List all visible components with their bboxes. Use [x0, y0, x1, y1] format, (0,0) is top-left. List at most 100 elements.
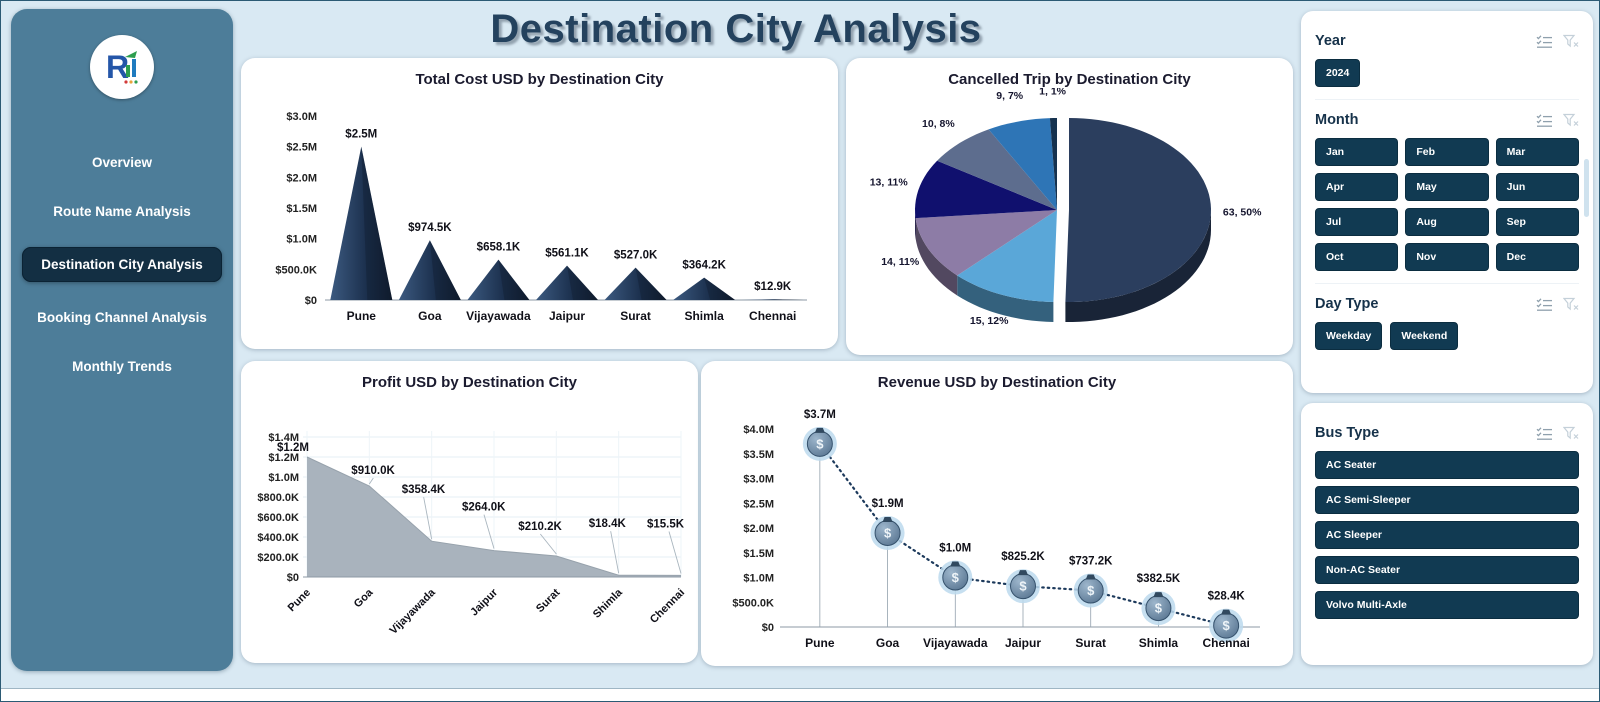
svg-text:$2.0M: $2.0M [286, 172, 317, 184]
slicer-year-label: Year [1315, 33, 1346, 49]
month-option-dec[interactable]: Dec [1495, 243, 1579, 271]
svg-text:$358.4K: $358.4K [402, 484, 446, 496]
svg-text:Jaipur: Jaipur [549, 309, 585, 323]
svg-text:Shimla: Shimla [1139, 636, 1179, 650]
clear-filter-icon[interactable] [1563, 34, 1579, 49]
day-type-option-weekday[interactable]: Weekday [1315, 322, 1383, 350]
clear-filter-icon[interactable] [1563, 113, 1579, 128]
filter-panel-bottom: Bus Type AC Seater AC Semi-Sle [1301, 403, 1593, 665]
bus-type-option-ac-sleeper[interactable]: AC Sleeper [1315, 521, 1579, 549]
month-option-nov[interactable]: Nov [1405, 243, 1489, 271]
sidebar-item-overview[interactable]: Overview [91, 155, 153, 170]
svg-text:10, 8%: 10, 8% [922, 118, 955, 130]
bus-type-option-ac-semi-sleeper[interactable]: AC Semi-Sleeper [1315, 486, 1579, 514]
sidebar-item-route-name-analysis[interactable]: Route Name Analysis [53, 204, 191, 219]
svg-text:Jaipur: Jaipur [1005, 636, 1041, 650]
filter-panel-top: Year 2024 [1301, 11, 1593, 393]
chart-title-profit: Profit USD by Destination City [361, 374, 578, 391]
card-revenue: Revenue USD by Destination City $0 $500.0… [701, 361, 1293, 666]
svg-text:Vijayawada: Vijayawada [466, 309, 531, 323]
svg-text:$1.0M: $1.0M [939, 543, 971, 555]
sidebar-item-booking-channel-analysis[interactable]: Booking Channel Analysis [37, 310, 207, 325]
svg-text:$4.0M: $4.0M [743, 424, 774, 436]
month-option-jun[interactable]: Jun [1495, 173, 1579, 201]
sidebar-item-destination-city-analysis[interactable]: Destination City Analysis [22, 247, 222, 282]
svg-text:$2.5M: $2.5M [743, 498, 774, 510]
svg-text:$1.0M: $1.0M [268, 472, 299, 484]
total-cost-chart[interactable]: $0 $500.0K $1.0M $1.5M $2.0M $2.5M $3.0M $2.5M P… [247, 88, 832, 343]
svg-text:$1.0M: $1.0M [743, 573, 774, 585]
bus-type-option-non-ac-seater[interactable]: Non-AC Seater [1315, 556, 1579, 584]
svg-text:63, 50%: 63, 50% [1223, 207, 1262, 219]
svg-text:15, 12%: 15, 12% [970, 315, 1009, 327]
svg-text:$2.0M: $2.0M [743, 523, 774, 535]
day-type-option-weekend[interactable]: Weekend [1390, 322, 1459, 350]
slicer-bus-type: Bus Type AC Seater AC Semi-Sle [1315, 413, 1579, 631]
svg-text:$382.5K: $382.5K [1137, 573, 1181, 585]
svg-text:$974.5K: $974.5K [408, 222, 452, 234]
svg-text:Chennai: Chennai [1202, 636, 1249, 650]
svg-text:Chennai: Chennai [749, 309, 796, 323]
svg-text:9, 7%: 9, 7% [996, 90, 1024, 102]
svg-text:$1.9M: $1.9M [872, 498, 904, 510]
svg-text:Pune: Pune [286, 587, 314, 615]
svg-text:Shimla: Shimla [684, 309, 724, 323]
svg-text:$3.7M: $3.7M [804, 409, 836, 421]
sidebar-item-monthly-trends[interactable]: Monthly Trends [72, 359, 172, 374]
svg-text:$: $ [816, 436, 824, 451]
svg-text:$561.1K: $561.1K [545, 248, 589, 260]
svg-text:$3.0M: $3.0M [743, 474, 774, 486]
svg-text:$3.5M: $3.5M [743, 449, 774, 461]
svg-text:Jaipur: Jaipur [468, 586, 500, 618]
slicer-month: Month Jan Feb Mar [1315, 99, 1589, 283]
svg-text:Vijayawada: Vijayawada [388, 586, 439, 637]
svg-text:$200.0K: $200.0K [257, 552, 299, 564]
svg-text:Goa: Goa [418, 309, 442, 323]
svg-text:$: $ [884, 525, 892, 540]
svg-text:$1.2M: $1.2M [268, 452, 299, 464]
chart-title-cancelled-trip: Cancelled Trip by Destination City [948, 71, 1191, 88]
profit-area-chart[interactable]: $0 $200.0K $400.0K $600.0K $800.0K $1.0M $1.2M… [245, 391, 694, 655]
month-option-sep[interactable]: Sep [1495, 208, 1579, 236]
select-all-icon[interactable] [1536, 113, 1553, 128]
svg-text:$825.2K: $825.2K [1001, 551, 1045, 563]
svg-text:$0: $0 [305, 295, 317, 307]
month-option-aug[interactable]: Aug [1405, 208, 1489, 236]
slicer-year: Year 2024 [1315, 21, 1579, 99]
svg-text:$1.2M: $1.2M [277, 442, 309, 454]
clear-filter-icon[interactable] [1563, 426, 1579, 441]
svg-text:Surat: Surat [534, 586, 563, 615]
svg-text:$: $ [1019, 579, 1027, 594]
month-scrollbar[interactable] [1584, 159, 1589, 217]
svg-text:$0: $0 [762, 622, 774, 634]
page-title: Destination City Analysis [490, 7, 982, 51]
sidebar-nav: Overview Route Name Analysis Destination… [11, 149, 233, 380]
card-total-cost: Total Cost USD by Destination City $0 $50… [241, 58, 838, 349]
svg-text:Shimla: Shimla [591, 586, 626, 621]
svg-text:$0: $0 [287, 572, 299, 584]
revenue-line-chart[interactable]: $0 $500.0K $1.0M $1.5M $2.0M $2.5M $3.0M $3.5M $… [704, 391, 1290, 657]
clear-filter-icon[interactable] [1563, 297, 1579, 312]
month-option-mar[interactable]: Mar [1495, 138, 1579, 166]
svg-text:14, 11%: 14, 11% [881, 256, 920, 268]
bus-type-option-ac-seater[interactable]: AC Seater [1315, 451, 1579, 479]
month-option-jan[interactable]: Jan [1315, 138, 1399, 166]
select-all-icon[interactable] [1536, 34, 1553, 49]
select-all-icon[interactable] [1536, 297, 1553, 312]
month-option-jul[interactable]: Jul [1315, 208, 1399, 236]
card-cancelled-trip: Cancelled Trip by Destination City 63, 5… [846, 58, 1293, 355]
chart-title-total-cost: Total Cost USD by Destination City [415, 71, 664, 88]
select-all-icon[interactable] [1536, 426, 1553, 441]
card-profit: Profit USD by Destination City $0 $200.0K… [241, 361, 698, 663]
month-option-oct[interactable]: Oct [1315, 243, 1399, 271]
svg-text:Surat: Surat [620, 309, 651, 323]
svg-text:$: $ [952, 570, 960, 585]
month-option-apr[interactable]: Apr [1315, 173, 1399, 201]
month-option-may[interactable]: May [1405, 173, 1489, 201]
bus-type-option-volvo-multi-axle[interactable]: Volvo Multi-Axle [1315, 591, 1579, 619]
year-option-2024[interactable]: 2024 [1315, 59, 1361, 87]
svg-text:$658.1K: $658.1K [477, 242, 521, 254]
month-option-feb[interactable]: Feb [1405, 138, 1489, 166]
cancelled-trip-pie-chart[interactable]: 63, 50% 15, 12% 14, 11% 13, 11% 10, 8% 9, 7% 1… [852, 85, 1287, 348]
slicer-day-type-label: Day Type [1315, 296, 1379, 312]
